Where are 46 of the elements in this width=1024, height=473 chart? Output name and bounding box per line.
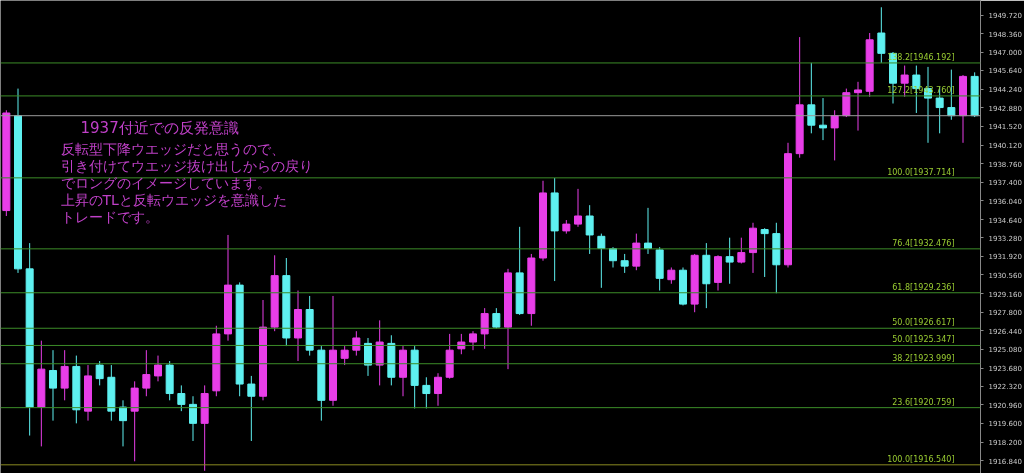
candlestick <box>119 399 127 447</box>
candlestick <box>877 6 886 64</box>
ref-line-label: 100.0[1916.540] <box>887 454 955 464</box>
candlestick <box>189 395 197 442</box>
candlestick <box>142 349 151 397</box>
candlestick <box>620 253 629 274</box>
candlestick <box>632 233 641 271</box>
candlestick <box>340 345 349 366</box>
candlestick <box>760 227 769 278</box>
ref-line-label: 23.6[1920.759] <box>892 397 955 407</box>
ref-line-label: 50.0[1926.617] <box>892 318 955 328</box>
candlestick <box>422 376 431 409</box>
candlestick <box>375 319 384 386</box>
candlestick <box>60 349 69 401</box>
candlestick <box>574 188 582 228</box>
candlestick <box>597 233 606 289</box>
ref-line-label: 38.2[1923.999] <box>892 353 955 363</box>
candlestick <box>469 330 477 351</box>
candlestick <box>807 62 816 134</box>
candlestick <box>364 337 372 377</box>
ref-line-label: 50.0[1925.347] <box>892 335 955 345</box>
candlestick <box>95 360 104 386</box>
candlestick <box>830 109 839 161</box>
ref-line-label: 100.0[1937.714] <box>887 167 955 177</box>
candlestick <box>585 204 594 255</box>
ref-line-label: 76.4[1932.476] <box>892 238 955 248</box>
ref-line-label: 61.8[1929.236] <box>892 282 955 292</box>
candlestick <box>819 97 827 141</box>
annotation: トレードです。 <box>60 208 159 225</box>
candlestick <box>49 349 57 422</box>
candlestick <box>609 246 617 268</box>
candlestick <box>737 237 746 264</box>
candlestick <box>480 307 489 350</box>
candlestick <box>434 372 442 407</box>
candlestick <box>177 384 186 412</box>
candlestick <box>247 375 256 442</box>
candlestick <box>130 380 139 462</box>
annotation: 引き付けてウエッジ抜け出しからの戻り <box>60 157 313 174</box>
candlestick <box>854 81 862 132</box>
annotation: でロングのイメージしています。 <box>60 174 271 191</box>
candlestick <box>725 237 734 285</box>
annotation: 1937付近での反発意識 <box>80 118 239 137</box>
candlestick <box>154 355 162 382</box>
annotation: 上昇のTLと反転ウエッジを意識した <box>60 191 287 208</box>
annotation: 反転型下降ウエッジだと思うので、 <box>60 140 285 157</box>
candlestick <box>644 207 652 255</box>
